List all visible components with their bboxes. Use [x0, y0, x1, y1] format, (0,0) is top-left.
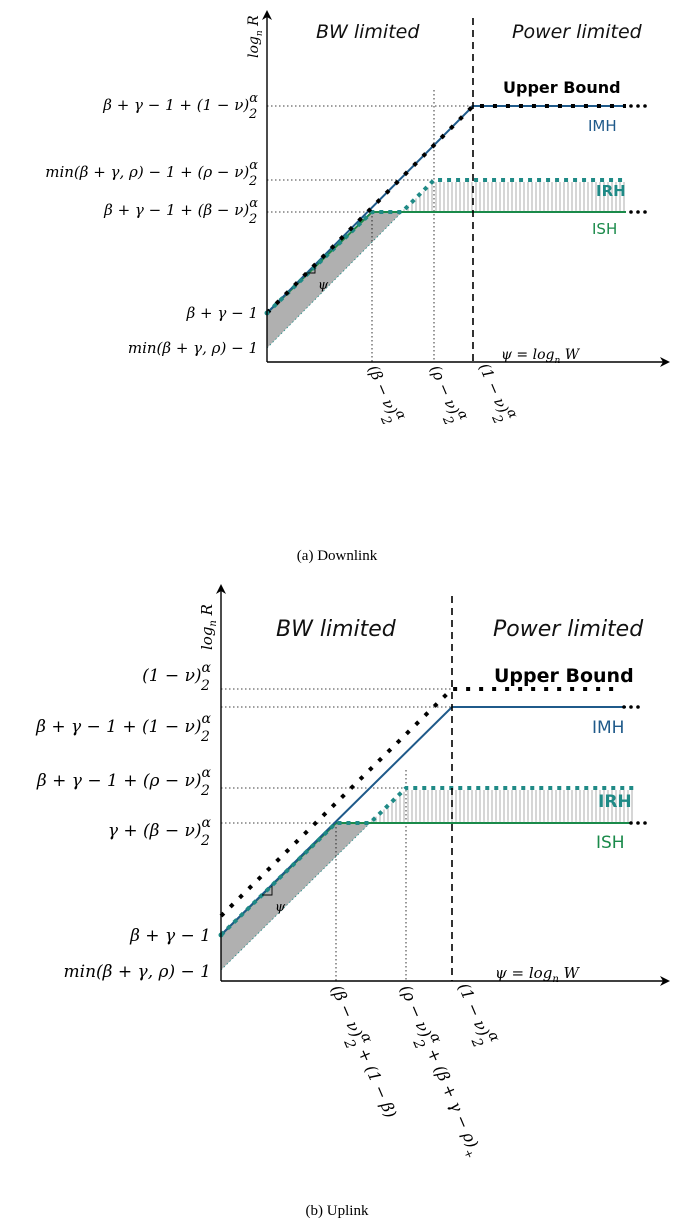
uplink-slope-label: ψ	[275, 900, 286, 915]
downlink-x-tick-labels: (β − ν)α2 (ρ − ν)α2 (1 − ν)α2	[357, 359, 521, 429]
downlink-bw-limited-label: BW limited	[316, 21, 420, 43]
uplink-upper-bound-line	[219, 687, 618, 918]
uplink-slope-triangle	[262, 886, 273, 896]
downlink-power-limited-label: Power limited	[512, 21, 643, 43]
uplink-y-tick: β + γ − 1 + (ρ − ν)α 2	[36, 765, 212, 799]
downlink-x-axis-label: ψ = logn W	[501, 347, 581, 366]
uplink-guide-lines	[220, 688, 452, 981]
downlink-x-tick: (ρ − ν)α2	[419, 361, 471, 429]
uplink-continuation-dots	[622, 705, 647, 825]
uplink-x-tick: (1 − ν)α2	[446, 978, 503, 1052]
uplink-irh-label: IRH	[598, 792, 632, 812]
downlink-y-tick: β + γ − 1	[186, 304, 258, 322]
downlink-x-tick: (β − ν)α2	[357, 361, 409, 429]
downlink-y-axis-label: logn R	[246, 15, 265, 58]
downlink-imh-label: IMH	[588, 117, 617, 135]
downlink-ish-label: ISH	[592, 220, 617, 238]
uplink-y-tick: min(β + γ, ρ) − 1	[64, 962, 211, 982]
uplink-x-axis-label: ψ = logn W	[495, 964, 581, 985]
downlink-y-tick: min(β + γ, ρ) − 1 + (ρ − ν)α 2	[45, 158, 258, 189]
uplink-panel: ψ BW limited Power limited logn R ψ = lo…	[35, 584, 670, 1219]
downlink-x-tick: (1 − ν)α2	[468, 359, 521, 428]
uplink-y-tick-labels: (1 − ν)α 2 β + γ − 1 + (1 − ν)α 2 β + γ − …	[35, 660, 211, 982]
uplink-x-tick: (β − ν)α2 + (1 − β)	[319, 980, 406, 1124]
downlink-irh-label: IRH	[596, 182, 626, 200]
downlink-panel: ψ BW limited Power limited logn R ψ = lo…	[45, 10, 670, 564]
uplink-y-tick: β + γ − 1 + (1 − ν)α 2	[35, 711, 211, 745]
uplink-imh-label: IMH	[592, 718, 624, 738]
downlink-y-tick: β + γ − 1 + (β − ν)α 2	[103, 196, 258, 227]
downlink-y-tick: β + γ − 1 + (1 − ν)α 2	[102, 91, 258, 122]
downlink-continuation-dots	[629, 104, 647, 214]
downlink-y-tick: min(β + γ, ρ) − 1	[128, 339, 258, 357]
uplink-irh-gap-hatch	[371, 790, 633, 822]
downlink-caption: (a) Downlink	[297, 548, 378, 564]
downlink-shaded-region	[267, 212, 402, 348]
downlink-guide-lines	[266, 90, 473, 362]
uplink-y-tick: (1 − ν)α 2	[142, 660, 211, 694]
uplink-y-tick: γ + (β − ν)α 2	[108, 815, 212, 849]
uplink-upper-bound-label: Upper Bound	[494, 665, 634, 687]
downlink-irh-gap-hatch	[403, 182, 625, 211]
uplink-ish-label: ISH	[596, 833, 625, 853]
downlink-y-tick-labels: β + γ − 1 + (1 − ν)α 2 min(β + γ, ρ) − 1 …	[45, 91, 258, 357]
uplink-y-axis-label: logn R	[198, 604, 219, 650]
uplink-y-tick: β + γ − 1	[129, 926, 211, 946]
uplink-x-tick-labels: (β − ν)α2 + (1 − β) (ρ − ν)α2 + (β + γ −…	[319, 978, 503, 1163]
downlink-slope-label: ψ	[318, 278, 329, 293]
uplink-bw-limited-label: BW limited	[276, 617, 397, 642]
downlink-upper-bound-label: Upper Bound	[503, 78, 621, 97]
uplink-caption: (b) Uplink	[306, 1203, 369, 1219]
uplink-power-limited-label: Power limited	[493, 617, 644, 642]
downlink-slope-triangle	[305, 264, 316, 274]
